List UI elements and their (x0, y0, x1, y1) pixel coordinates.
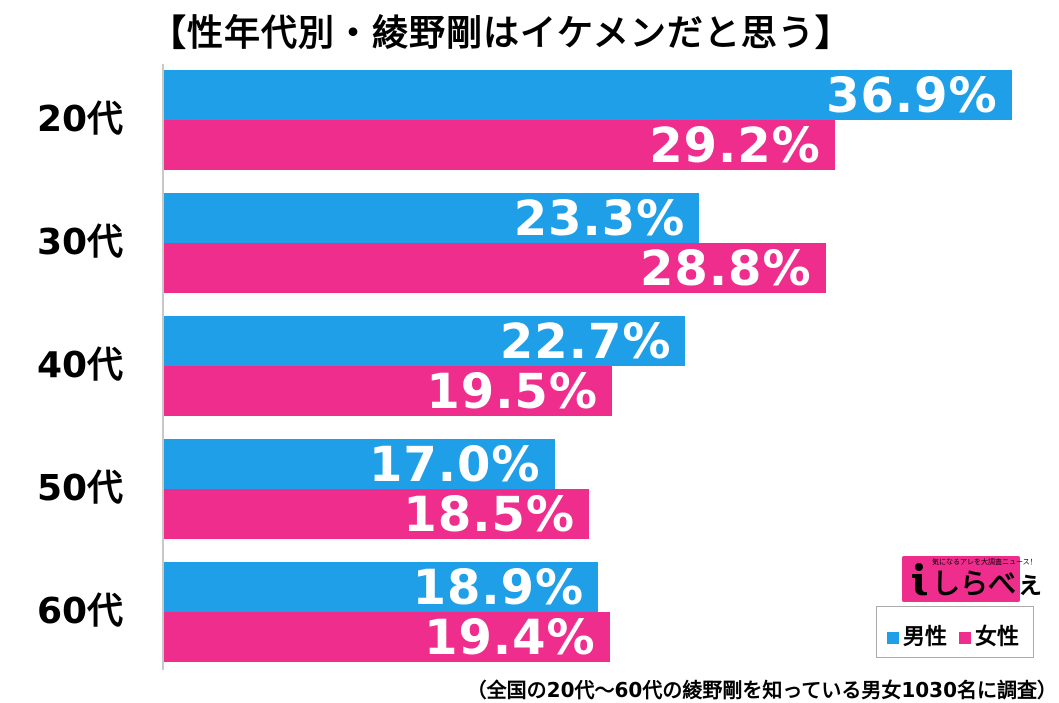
bar-value-label: 18.5% (403, 487, 575, 543)
category-label: 50代 (36, 468, 124, 509)
category-label: 40代 (36, 345, 124, 386)
bar-male-60代 (164, 562, 599, 612)
category-label: 60代 (36, 591, 124, 632)
bar-value-label: 17.0% (368, 437, 541, 493)
bar-value-label: 18.9% (412, 560, 585, 616)
legend-swatch-female (959, 632, 971, 644)
bar-female-30代 (164, 243, 826, 293)
bar-value-label: 19.4% (424, 610, 596, 666)
legend-label-female: 女性 (975, 625, 1020, 650)
bar-value-label: 22.7% (499, 314, 672, 370)
legend-item-male: 男性 (887, 619, 947, 651)
bar-male-50代 (164, 439, 555, 489)
bar-value-label: 29.2% (649, 118, 821, 174)
bar-value-label: 36.9% (826, 68, 998, 124)
survey-footnote: （全国の20代～60代の綾野剛を知っている男女1030名に調査） (466, 678, 1057, 702)
bar-female-40代 (164, 366, 612, 416)
logo-text: しらべぇ (932, 567, 1045, 600)
legend-label-male: 男性 (903, 625, 948, 650)
bar-female-50代 (164, 489, 589, 539)
bar-female-20代 (164, 120, 835, 170)
category-label: 20代 (36, 99, 124, 140)
bar-female-60代 (164, 612, 610, 662)
bar-value-label: 23.3% (513, 191, 686, 247)
legend-swatch-male (887, 632, 899, 644)
legend: 男性 女性 (876, 606, 1034, 658)
bar-value-label: 19.5% (426, 364, 598, 420)
bar-male-30代 (164, 193, 700, 243)
logo-mark-icon (912, 563, 927, 596)
chart-title: 【性年代別・綾野剛はイケメンだと思う】 (150, 13, 852, 54)
bar-male-20代 (164, 70, 1012, 120)
category-label: 30代 (36, 222, 124, 263)
bar-value-label: 28.8% (640, 241, 812, 297)
bar-male-40代 (164, 316, 686, 366)
legend-item-female: 女性 (959, 619, 1019, 651)
y-axis-line (162, 64, 164, 670)
logo-tagline: 気になるアレを大調査ニュース！ (932, 558, 1037, 566)
shirabee-logo: 気になるアレを大調査ニュース！ しらべぇ (902, 556, 1044, 602)
